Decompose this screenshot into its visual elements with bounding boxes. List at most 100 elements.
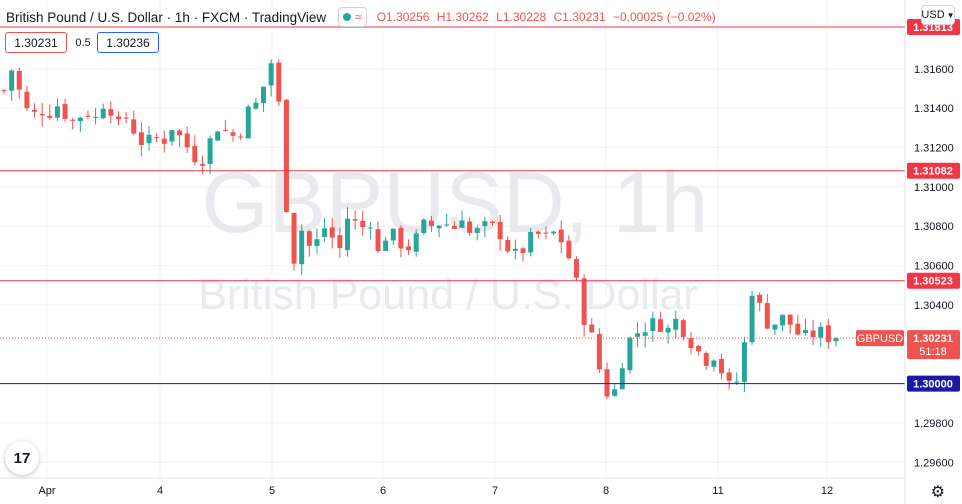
candle-body-76 (581, 278, 587, 326)
candle-body-84 (642, 332, 648, 336)
candle-body-77 (589, 324, 595, 333)
candle-body-60 (459, 220, 465, 228)
countdown-label: 51:18 (919, 346, 947, 358)
candle-body-88 (673, 318, 679, 330)
candle-body-105 (802, 329, 808, 334)
candle-body-28 (215, 131, 221, 141)
candles (1, 59, 839, 400)
candle-body-20 (154, 137, 160, 139)
candle-body-87 (665, 327, 671, 333)
candle-body-38 (291, 212, 297, 264)
currency-dropdown[interactable]: USD ▼ (921, 5, 955, 25)
candle-body-37 (283, 99, 289, 212)
candle-body-12 (93, 116, 99, 118)
y-tick-label-1: 1.31400 (914, 103, 954, 115)
ohlc-high: H1.30262 (436, 10, 489, 24)
y-tick-label-6: 1.30400 (914, 300, 954, 312)
candle-body-72 (551, 231, 557, 234)
candle-body-51 (390, 228, 396, 241)
candle-body-56 (428, 220, 434, 226)
candle-body-15 (115, 116, 121, 120)
candle-body-68 (520, 248, 526, 253)
candle-body-14 (108, 109, 114, 116)
candle-body-96 (734, 381, 740, 383)
candle-body-65 (497, 221, 503, 240)
candle-body-39 (299, 230, 305, 265)
candle-body-75 (573, 259, 579, 278)
candle-body-86 (657, 319, 663, 332)
candle-body-79 (604, 369, 610, 397)
candle-body-40 (306, 231, 312, 246)
candle-body-58 (444, 224, 450, 226)
candle-body-54 (413, 233, 419, 252)
y-tick-label-5: 1.30600 (914, 261, 954, 273)
candle-body-82 (627, 337, 633, 371)
level-tag-1 (907, 162, 960, 179)
last-price-label: 1.30231 (913, 333, 953, 345)
tradingview-logo[interactable]: 17 (5, 441, 39, 475)
candle-body-106 (810, 330, 816, 338)
candle-body-104 (795, 323, 801, 335)
candle-body-59 (451, 225, 457, 229)
x-tick-label-1: 4 (157, 485, 163, 497)
candle-body-69 (528, 232, 534, 253)
ohlc-open: O1.30256 (376, 10, 430, 24)
candle-body-27 (207, 138, 213, 164)
watermark-symbol: GBPUSD, 1h (202, 155, 709, 251)
candle-body-2 (16, 70, 22, 90)
candle-body-74 (566, 240, 572, 259)
candle-body-8 (62, 103, 68, 119)
ohlc-close: C1.30231 (553, 10, 606, 24)
candle-body-47 (360, 220, 366, 228)
candle-body-48 (367, 227, 373, 229)
candle-body-26 (199, 163, 205, 166)
candle-body-4 (32, 109, 38, 112)
candle-body-102 (780, 314, 786, 326)
symbol-title[interactable]: British Pound / U.S. Dollar · 1h · FXCM … (6, 9, 327, 25)
candle-body-13 (100, 108, 106, 119)
x-tick-label-2: 5 (269, 485, 275, 497)
candle-body-108 (825, 325, 831, 342)
y-tick-label-8: 1.29600 (914, 457, 954, 469)
candle-body-22 (169, 130, 175, 142)
level-label-2: 1.30523 (913, 276, 953, 288)
candle-body-1 (9, 70, 15, 91)
candle-body-33 (253, 102, 259, 109)
candle-body-36 (276, 62, 282, 102)
market-status-badge[interactable]: ≈ (338, 7, 367, 27)
candle-body-53 (406, 246, 412, 251)
candle-body-100 (764, 303, 770, 329)
last-price-tag (907, 330, 960, 360)
gear-icon[interactable]: ⚙ (930, 484, 945, 501)
currency-label: USD (921, 9, 945, 21)
symbol-tag-label: GBPUSD (857, 333, 904, 345)
x-tick-label-0: Apr (38, 485, 55, 497)
chart-header: British Pound / U.S. Dollar · 1h · FXCM … (6, 7, 720, 27)
ohlc-low: L1.30228 (496, 10, 547, 24)
candle-body-19 (146, 134, 152, 144)
candle-body-3 (24, 91, 30, 109)
candle-body-31 (238, 136, 244, 138)
candle-body-6 (47, 115, 53, 118)
candle-body-16 (123, 117, 129, 119)
candle-body-64 (490, 221, 496, 223)
candle-body-52 (398, 227, 404, 249)
candle-body-42 (322, 228, 328, 237)
sell-button[interactable]: 1.30231 (5, 32, 67, 53)
x-tick-label-5: 8 (603, 485, 609, 497)
candle-body-55 (421, 219, 427, 234)
x-tick-label-7: 12 (821, 485, 833, 497)
candle-body-35 (268, 63, 274, 86)
candle-body-103 (787, 314, 793, 325)
candle-body-46 (352, 219, 358, 221)
candle-body-24 (184, 133, 190, 148)
candle-body-45 (344, 218, 350, 251)
candle-body-85 (650, 318, 656, 332)
buy-button[interactable]: 1.30236 (97, 32, 159, 53)
x-tick-label-6: 11 (712, 485, 723, 497)
candle-body-107 (818, 326, 824, 338)
candle-body-61 (467, 221, 473, 233)
candle-body-57 (436, 225, 442, 229)
candle-body-78 (596, 334, 602, 370)
